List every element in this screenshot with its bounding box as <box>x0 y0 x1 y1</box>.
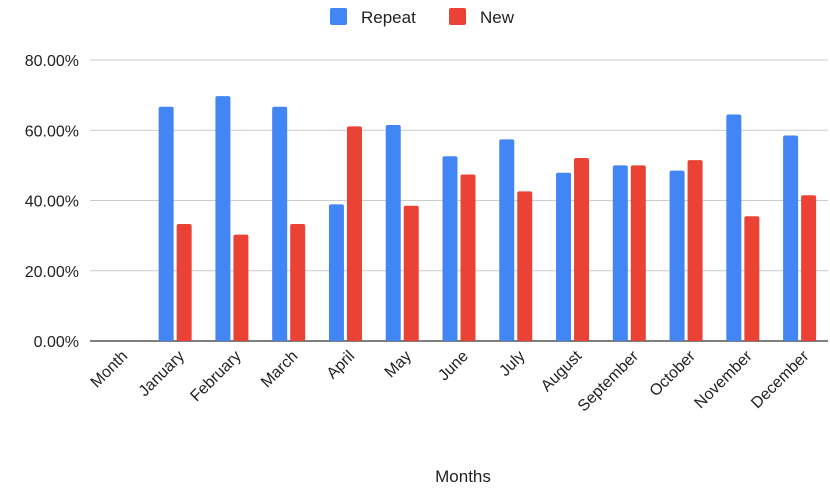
legend-label-new: New <box>480 8 515 27</box>
bar-new-april[interactable] <box>346 126 362 341</box>
bar-new-july[interactable] <box>517 191 533 341</box>
x-tick-label: October <box>647 347 700 400</box>
x-axis-ticks: Month January February March April May June Jul… <box>88 347 813 415</box>
x-tick-label: September <box>575 347 643 415</box>
bar-repeat-march[interactable] <box>272 106 288 341</box>
x-tick-label: Month <box>88 348 131 391</box>
x-tick-label: June <box>435 348 472 385</box>
bar-repeat-january[interactable] <box>158 106 174 341</box>
x-tick-label: May <box>382 348 415 381</box>
bar-repeat-august[interactable] <box>556 172 572 341</box>
bar-repeat-september[interactable] <box>612 165 628 341</box>
bar-new-november[interactable] <box>744 216 760 341</box>
legend: Repeat New <box>330 8 515 27</box>
bar-new-january[interactable] <box>176 224 192 341</box>
legend-swatch-new <box>449 8 466 25</box>
x-tick-label: March <box>258 348 301 391</box>
y-tick-label: 40.00% <box>25 194 79 211</box>
bar-repeat-february[interactable] <box>215 96 231 342</box>
bar-new-february[interactable] <box>233 234 249 341</box>
legend-label-repeat: Repeat <box>361 8 416 27</box>
bar-new-march[interactable] <box>290 224 306 341</box>
bar-new-october[interactable] <box>687 160 703 341</box>
bar-new-june[interactable] <box>460 174 476 341</box>
y-axis-ticks: 0.00% 20.00% 40.00% 60.00% 80.00% <box>25 53 79 351</box>
y-tick-label: 0.00% <box>34 334 79 351</box>
bar-repeat-june[interactable] <box>442 156 458 341</box>
bar-repeat-april[interactable] <box>328 204 344 341</box>
legend-swatch-repeat <box>330 8 347 25</box>
x-tick-label: August <box>538 347 586 395</box>
y-tick-label: 60.00% <box>25 123 79 140</box>
x-axis-title: Months <box>435 467 491 486</box>
x-tick-label: April <box>324 348 359 383</box>
x-tick-label: February <box>187 348 244 405</box>
bar-repeat-november[interactable] <box>726 114 742 341</box>
x-tick-label: July <box>496 348 528 380</box>
bar-repeat-may[interactable] <box>385 124 401 341</box>
y-tick-label: 80.00% <box>25 53 79 70</box>
bar-new-september[interactable] <box>630 165 646 341</box>
y-tick-label: 20.00% <box>25 264 79 281</box>
bar-repeat-october[interactable] <box>669 170 685 341</box>
x-tick-label: December <box>748 347 813 412</box>
x-tick-label: November <box>691 347 756 412</box>
bar-new-december[interactable] <box>801 195 817 341</box>
bar-new-may[interactable] <box>403 205 419 341</box>
gridlines <box>90 59 828 342</box>
bar-new-august[interactable] <box>574 157 590 341</box>
bars <box>158 96 817 342</box>
x-tick-label: January <box>136 348 188 400</box>
bar-repeat-december[interactable] <box>783 135 799 341</box>
bar-repeat-july[interactable] <box>499 139 515 341</box>
